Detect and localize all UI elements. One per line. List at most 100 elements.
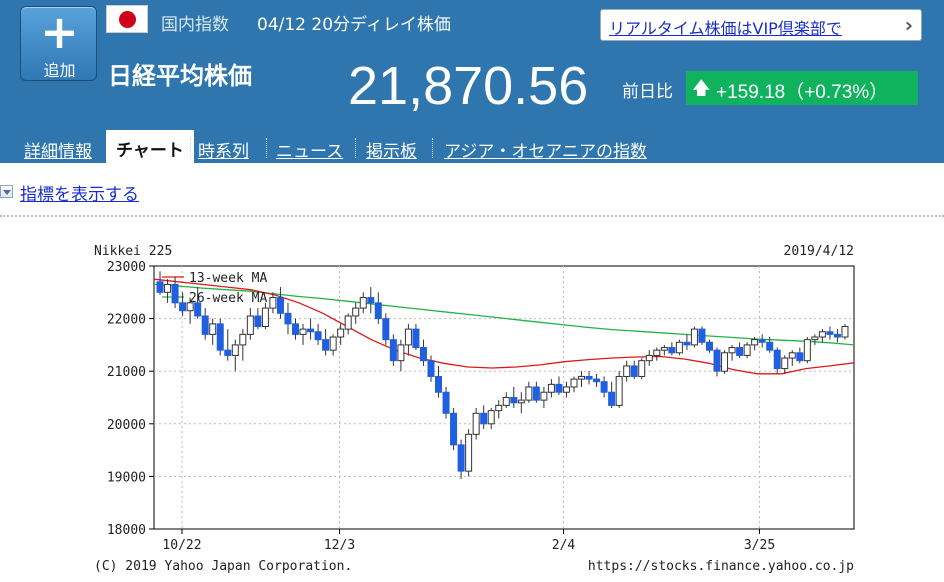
y-tick-label: 20000 — [107, 418, 146, 433]
tab-board[interactable]: 掲示板 — [366, 142, 417, 162]
candle-body — [382, 318, 390, 341]
candle-body — [239, 333, 247, 346]
candle-body — [841, 325, 849, 338]
candle-body — [562, 386, 570, 393]
candle-body — [179, 302, 187, 312]
y-tick-label: 21000 — [107, 365, 146, 380]
candle-body — [292, 323, 300, 335]
candle-body — [675, 341, 683, 354]
tab-separator — [190, 138, 191, 158]
candle-body — [427, 360, 435, 377]
candle-body — [555, 383, 563, 393]
chart-copyright: (C) 2019 Yahoo Japan Corporation. — [94, 559, 352, 574]
candle-body — [608, 391, 616, 406]
candle-body — [404, 328, 412, 346]
dropdown-toggle-icon[interactable] — [0, 185, 13, 198]
candle-body — [713, 349, 721, 372]
candle-body — [623, 365, 631, 377]
candle-body — [276, 297, 284, 314]
candle-body — [510, 397, 518, 404]
candle-body — [367, 297, 375, 304]
candle-body — [758, 339, 766, 343]
candle-body — [389, 339, 397, 362]
tab-asia-oceania[interactable]: アジア・オセアニアの指数 — [444, 142, 647, 162]
candle-body — [570, 378, 578, 388]
candle-body — [472, 412, 480, 435]
candle-body — [766, 341, 774, 351]
candle-body — [480, 412, 488, 425]
candle-body — [397, 344, 405, 362]
candle-body — [284, 312, 292, 325]
candle-body — [578, 375, 586, 380]
candle-body — [660, 347, 668, 351]
candle-body — [540, 391, 548, 401]
y-tick-label: 23000 — [107, 260, 146, 275]
candle-body — [833, 333, 841, 338]
x-axis: 10/22 12/3 2/4 3/25 — [162, 529, 775, 553]
candle-body — [435, 375, 443, 393]
tab-separator — [432, 138, 433, 158]
candle-body — [337, 328, 345, 338]
legend-13-week-ma: 13-week MA — [189, 271, 267, 286]
chart-source-url: https://stocks.finance.yahoo.co.jp — [588, 559, 854, 574]
x-tick-label: 10/22 — [162, 538, 201, 553]
chart-date: 2019/4/12 — [784, 244, 854, 259]
tab-chart[interactable]: チャート — [106, 130, 194, 163]
add-to-portfolio-button[interactable]: + 追加 — [20, 6, 97, 81]
candle-body — [269, 297, 277, 309]
plus-icon: + — [40, 5, 79, 59]
candle-body — [457, 444, 465, 472]
candle-body — [224, 349, 232, 356]
candle-body — [630, 365, 638, 377]
price-change-value: +159.18（+0.73%） — [716, 82, 889, 103]
candle-body — [209, 323, 217, 335]
candle-body — [374, 302, 382, 320]
candle-body — [329, 336, 337, 351]
tab-bar: 詳細情報 チャート 時系列 ニュース 掲示板 アジア・オセアニアの指数 — [0, 128, 944, 163]
candle-body — [525, 386, 533, 401]
candle-body — [796, 352, 804, 362]
candle-body — [781, 357, 789, 370]
divider — [0, 215, 944, 217]
legend-26-week-ma: 26-week MA — [189, 291, 267, 306]
quote-header: + 追加 国内指数 04/12 20分ディレイ株価 リアルタイム株価はVIP倶楽… — [0, 0, 944, 163]
candle-body — [164, 283, 172, 293]
candle-body — [600, 381, 608, 393]
candle-body — [201, 315, 209, 335]
candle-body — [698, 328, 706, 343]
candle-body — [307, 328, 315, 333]
candle-body — [593, 378, 601, 383]
candle-body — [495, 404, 503, 412]
tab-separator — [355, 138, 356, 158]
tab-details[interactable]: 詳細情報 — [24, 142, 92, 162]
candle-body — [419, 347, 427, 362]
y-tick-label: 18000 — [107, 523, 146, 538]
candlesticks — [156, 271, 849, 480]
x-tick-label: 3/25 — [744, 538, 775, 553]
candle-body — [412, 328, 420, 349]
prev-day-label: 前日比 — [622, 82, 673, 102]
delay-date-label: 04/12 20分ディレイ株価 — [257, 15, 451, 35]
candle-body — [216, 323, 224, 351]
candle-body — [818, 331, 826, 338]
candle-body — [736, 347, 744, 356]
candle-body — [322, 339, 330, 351]
candle-body — [743, 344, 751, 356]
price-change-badge: 🡅 +159.18（+0.73%） — [686, 71, 918, 105]
candle-body — [171, 283, 179, 304]
tab-news[interactable]: ニュース — [276, 142, 344, 162]
price-chart: Nikkei 225 2019/4/12 23000 22000 21000 2000… — [94, 244, 855, 574]
y-axis: 23000 22000 21000 20000 19000 18000 — [107, 260, 154, 538]
vip-realtime-link[interactable]: リアルタイム株価はVIP倶楽部で › — [600, 9, 922, 41]
candle-body — [811, 336, 819, 341]
candle-body — [465, 433, 473, 472]
y-tick-label: 22000 — [107, 313, 146, 328]
candle-body — [645, 354, 653, 362]
candle-body — [156, 281, 164, 293]
indicator-toggle-label[interactable]: 指標を表示する — [20, 185, 139, 205]
vip-link-text[interactable]: リアルタイム株価はVIP倶楽部で — [609, 19, 842, 38]
candle-body — [721, 352, 729, 372]
candle-body — [690, 328, 698, 346]
x-tick-label: 12/3 — [324, 538, 355, 553]
tab-timeseries[interactable]: 時系列 — [198, 142, 249, 162]
